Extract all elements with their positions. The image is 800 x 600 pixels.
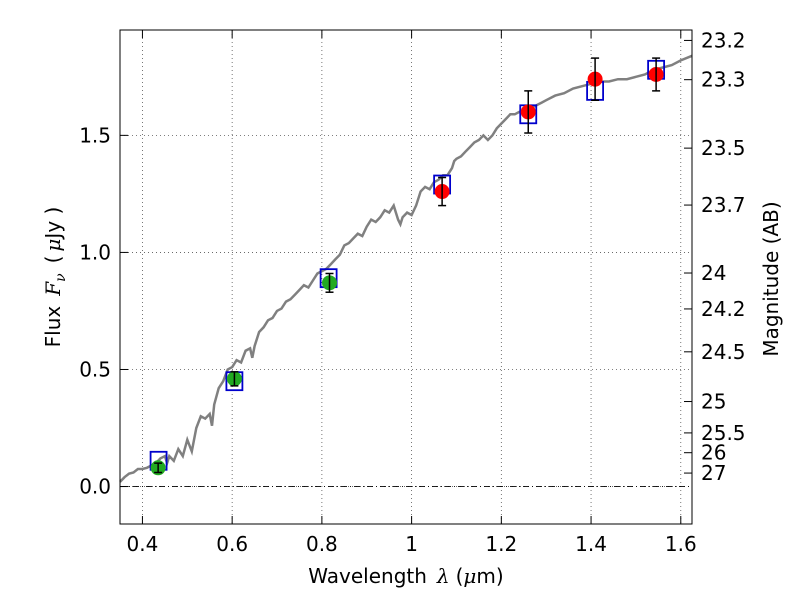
y-tick-label: 0.0 [79,475,111,499]
y-axis-label: FluxFν(μJy ) [41,207,69,348]
x-tick-label: 1.6 [665,532,697,556]
mag-tick-label: 24.2 [701,297,746,321]
grid-lines [120,30,692,524]
mag-tick-label: 24.5 [701,340,746,364]
x-tick-label: 0.8 [306,532,338,556]
mag-tick-label: 23.2 [701,28,746,52]
x-tick-label: 1.2 [485,532,517,556]
observed-photometry [150,57,664,476]
x-tick-label: 1.4 [575,532,607,556]
y-axis-ticks: 0.0 0.5 1.0 1.5 [79,123,128,499]
x-axis-ticks: 0.4 0.6 0.8 1 1.2 1.4 1.6 [127,30,697,556]
x-tick-label: 0.6 [216,532,248,556]
y2-axis-label: Magnitude (AB) [759,201,783,356]
mag-tick-label: 25 [701,390,726,414]
x-tick-label: 1 [405,532,418,556]
mag-tick-label: 25.5 [701,421,746,445]
mag-tick-label: 23.3 [701,68,746,92]
mag-tick-label: 27 [701,461,726,485]
mag-tick-label: 26 [701,441,726,465]
x-tick-label: 0.4 [127,532,159,556]
model-photometry-markers [149,59,666,471]
x-axis-label: Wavelength λ (μm) [308,564,503,588]
y-tick-label: 1.0 [79,240,111,264]
y-tick-label: 1.5 [79,123,111,147]
mag-tick-label: 24 [701,261,726,285]
model-spectrum-line [119,54,693,483]
plot-frame [119,29,693,525]
mag-tick-label: 23.7 [701,193,746,217]
y-tick-label: 0.5 [79,357,111,381]
mag-tick-label: 23.5 [701,136,746,160]
